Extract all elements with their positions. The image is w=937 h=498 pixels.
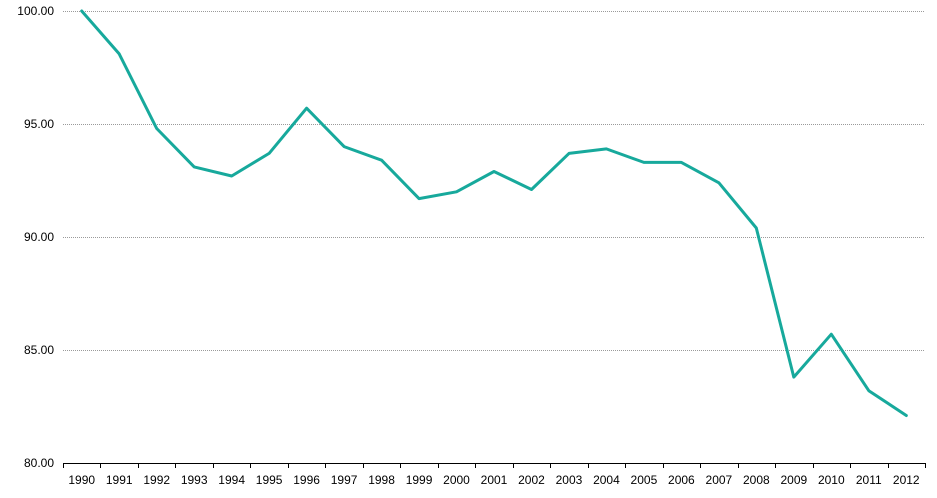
x-tick-label: 2004 [593,473,620,487]
x-tick-label: 1997 [331,473,358,487]
data-point [230,175,233,178]
x-tick-label: 2002 [518,473,545,487]
data-point [530,188,533,191]
data-point [80,10,83,13]
data-point [380,159,383,162]
data-point [867,389,870,392]
y-tick-label: 90.00 [24,230,54,244]
data-point [418,197,421,200]
data-point [680,161,683,164]
y-tick-label: 100.00 [17,4,54,18]
x-tick-label: 2003 [556,473,583,487]
x-tick-label: 2010 [818,473,845,487]
x-tick-labels: 1990 1991 1992 1993 1994 1995 1996 1997 1998 1999… [68,473,920,487]
x-tick-label: 2000 [443,473,470,487]
x-tick-label: 1993 [181,473,208,487]
data-point [155,127,158,130]
x-tick-label: 1994 [218,473,245,487]
data-point [343,145,346,148]
x-tick-label: 2012 [893,473,920,487]
x-tick-label: 2011 [856,473,882,487]
data-point [605,147,608,150]
x-tick-label: 1999 [406,473,433,487]
x-tick-label: 2001 [481,473,508,487]
x-tick-label: 2005 [631,473,658,487]
series-lines [80,9,908,417]
x-tick-label: 1998 [368,473,395,487]
data-point [717,181,720,184]
y-tick-label: 95.00 [24,117,54,131]
data-point [755,227,758,230]
x-tick-label: 2006 [668,473,695,487]
x-tick-label: 2007 [706,473,733,487]
axes [63,463,926,468]
data-point [118,52,121,55]
data-point [792,376,795,379]
x-tick-label: 2008 [743,473,770,487]
y-tick-label: 85.00 [24,343,54,357]
data-point [268,152,271,155]
data-point [830,333,833,336]
x-tick-label: 1996 [293,473,320,487]
data-point [642,161,645,164]
y-tick-labels: 80.00 85.00 90.00 95.00 100.00 [17,4,54,470]
data-point [568,152,571,155]
data-point [905,414,908,417]
x-tick-label: 1992 [143,473,170,487]
gridlines [63,11,925,351]
series-line [80,9,908,417]
x-tick-label: 1995 [256,473,283,487]
x-tick-label: 1990 [68,473,95,487]
data-point [305,107,308,110]
y-tick-label: 80.00 [24,456,54,470]
x-tick-label: 1991 [106,473,133,487]
x-tick-label: 2009 [780,473,807,487]
data-point [455,190,458,193]
data-point [193,165,196,168]
data-point [493,170,496,173]
